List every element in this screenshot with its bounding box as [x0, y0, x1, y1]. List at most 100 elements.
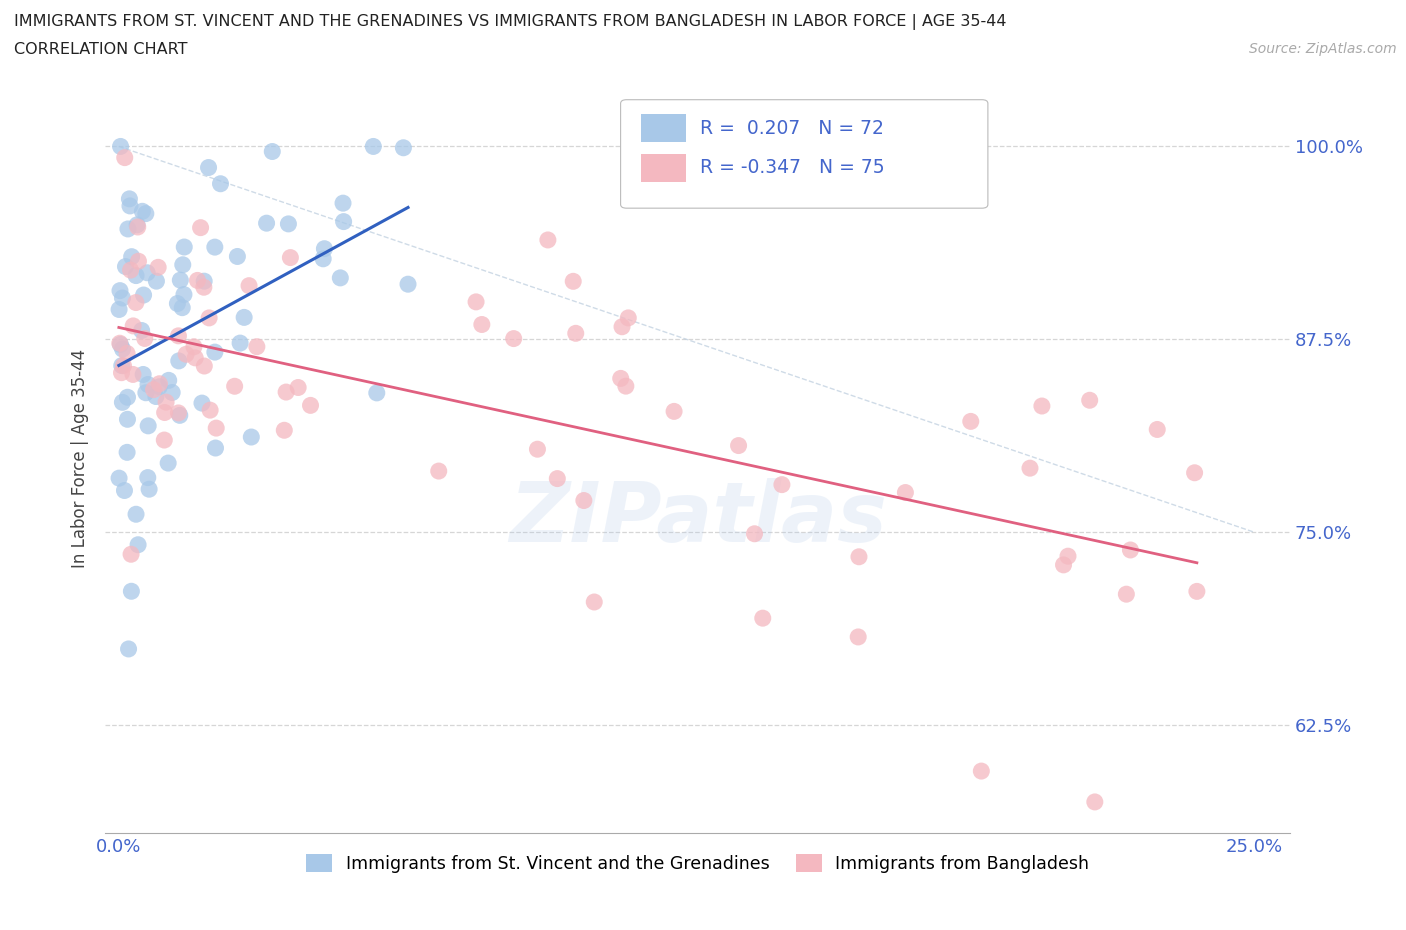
Point	[299, 398, 322, 413]
Point	[1115, 587, 1137, 602]
Point	[273, 423, 295, 438]
Point	[1184, 465, 1206, 480]
Point	[110, 337, 132, 352]
Point	[110, 139, 132, 153]
Point	[1031, 399, 1053, 414]
FancyBboxPatch shape	[641, 113, 686, 142]
Point	[204, 441, 226, 456]
Point	[224, 379, 246, 393]
Legend: Immigrants from St. Vincent and the Grenadines, Immigrants from Bangladesh: Immigrants from St. Vincent and the Gren…	[299, 847, 1097, 880]
Point	[136, 377, 159, 392]
Point	[173, 240, 195, 255]
Point	[131, 323, 153, 338]
Point	[392, 140, 415, 155]
Point	[146, 259, 169, 274]
Point	[112, 358, 135, 373]
Point	[332, 214, 354, 229]
Point	[204, 345, 226, 360]
Point	[229, 336, 252, 351]
Point	[118, 192, 141, 206]
Point	[184, 351, 207, 365]
Point	[366, 385, 388, 400]
Point	[1052, 557, 1074, 572]
Point	[562, 273, 585, 288]
Point	[471, 317, 494, 332]
Point	[186, 273, 208, 288]
Point	[198, 403, 221, 418]
Point	[125, 268, 148, 283]
Text: R =  0.207   N = 72: R = 0.207 N = 72	[700, 119, 884, 138]
Point	[117, 390, 139, 405]
Point	[160, 385, 183, 400]
Point	[142, 382, 165, 397]
FancyBboxPatch shape	[620, 100, 988, 208]
Point	[246, 339, 269, 354]
Point	[131, 204, 153, 219]
Point	[848, 550, 870, 565]
Point	[193, 280, 215, 295]
Point	[120, 584, 142, 599]
Point	[502, 331, 524, 346]
Point	[111, 290, 134, 305]
Point	[145, 273, 167, 288]
Point	[132, 287, 155, 302]
Point	[614, 379, 637, 393]
Point	[136, 418, 159, 433]
Text: ZIPatlas: ZIPatlas	[509, 478, 887, 559]
Point	[744, 526, 766, 541]
Point	[135, 385, 157, 400]
Point	[332, 195, 354, 210]
FancyBboxPatch shape	[641, 153, 686, 182]
Point	[204, 240, 226, 255]
Point	[191, 395, 214, 410]
Point	[125, 295, 148, 310]
Point	[136, 265, 159, 280]
Point	[752, 611, 775, 626]
Point	[120, 547, 142, 562]
Point	[1078, 392, 1101, 407]
Point	[546, 472, 568, 486]
Point	[1084, 794, 1107, 809]
Point	[970, 764, 993, 778]
Point	[193, 359, 215, 374]
Point	[115, 445, 138, 459]
Point	[363, 139, 385, 153]
Point	[329, 271, 352, 286]
Point	[135, 206, 157, 221]
Point	[148, 379, 170, 394]
Point	[153, 432, 176, 447]
Point	[166, 296, 188, 311]
Point	[169, 272, 191, 287]
Point	[314, 241, 336, 256]
Point	[205, 420, 228, 435]
Point	[1146, 422, 1168, 437]
Point	[117, 221, 139, 236]
Point	[167, 405, 190, 420]
Point	[108, 284, 131, 299]
Point	[167, 353, 190, 368]
Point	[172, 258, 194, 272]
Point	[127, 219, 149, 234]
Point	[226, 249, 249, 264]
Point	[583, 594, 606, 609]
Point	[427, 464, 450, 479]
Point	[1185, 584, 1208, 599]
Point	[526, 442, 548, 457]
Point	[240, 430, 263, 445]
Point	[894, 485, 917, 500]
Point	[122, 367, 145, 382]
Point	[959, 414, 981, 429]
Point	[280, 250, 302, 265]
Point	[117, 642, 139, 657]
Point	[148, 377, 170, 392]
Text: IMMIGRANTS FROM ST. VINCENT AND THE GRENADINES VS IMMIGRANTS FROM BANGLADESH IN : IMMIGRANTS FROM ST. VINCENT AND THE GREN…	[14, 14, 1007, 30]
Point	[118, 198, 141, 213]
Point	[114, 483, 136, 498]
Point	[125, 507, 148, 522]
Point	[197, 160, 219, 175]
Point	[238, 278, 260, 293]
Point	[537, 232, 560, 247]
Point	[172, 300, 194, 315]
Point	[108, 471, 131, 485]
Point	[120, 262, 142, 277]
